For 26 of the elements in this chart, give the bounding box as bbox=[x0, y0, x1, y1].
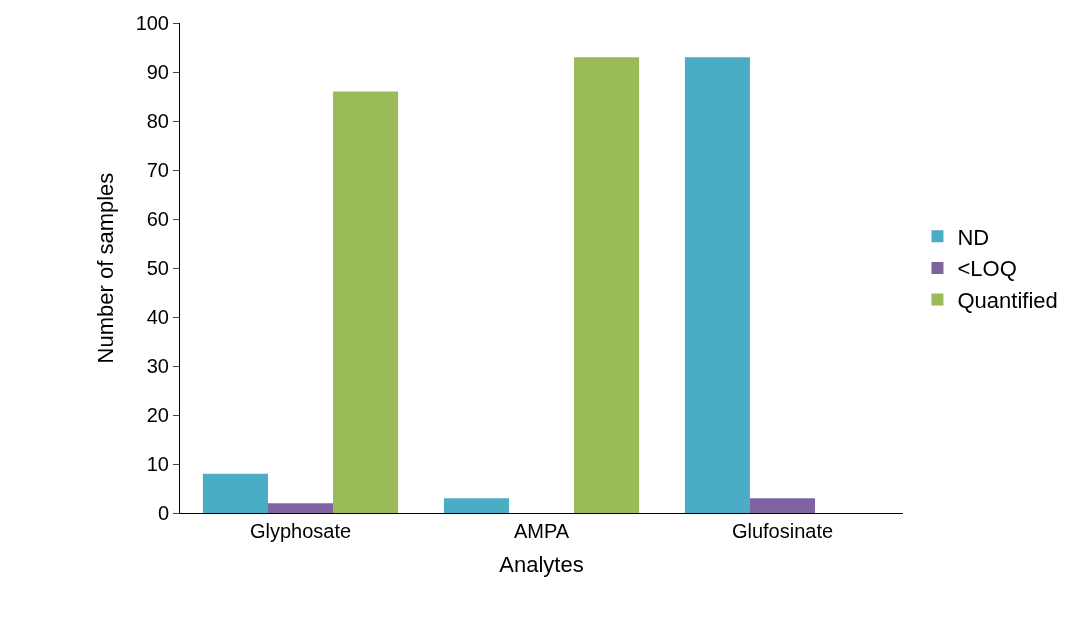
y-tick-label: 80 bbox=[146, 110, 169, 132]
x-tick-label: Glyphosate bbox=[249, 520, 352, 542]
legend-label: ND bbox=[957, 224, 990, 250]
bar bbox=[202, 473, 268, 513]
bar bbox=[684, 57, 750, 513]
y-tick-label: 50 bbox=[146, 257, 169, 279]
y-tick-label: 60 bbox=[146, 208, 169, 230]
y-tick-label: 0 bbox=[157, 502, 169, 524]
y-tick-label: 90 bbox=[146, 61, 169, 83]
legend-label: <LOQ bbox=[957, 256, 1017, 282]
y-tick-label: 10 bbox=[146, 453, 169, 475]
bar bbox=[333, 91, 399, 513]
y-axis-title: Number of samples bbox=[93, 172, 119, 364]
y-tick-label: 40 bbox=[146, 306, 169, 328]
bar bbox=[443, 498, 509, 513]
bar bbox=[267, 503, 334, 513]
legend-label: Quantified bbox=[957, 288, 1058, 314]
y-tick-label: 20 bbox=[146, 404, 169, 426]
bar bbox=[574, 57, 640, 513]
y-tick-label: 30 bbox=[146, 355, 169, 377]
x-tick-label: AMPA bbox=[513, 520, 570, 542]
y-tick-label: 100 bbox=[135, 12, 169, 34]
y-tick-label: 70 bbox=[146, 159, 169, 181]
x-axis-title: Analytes bbox=[499, 551, 584, 577]
bar bbox=[749, 498, 816, 513]
x-tick-label: Glufosinate bbox=[731, 520, 834, 542]
